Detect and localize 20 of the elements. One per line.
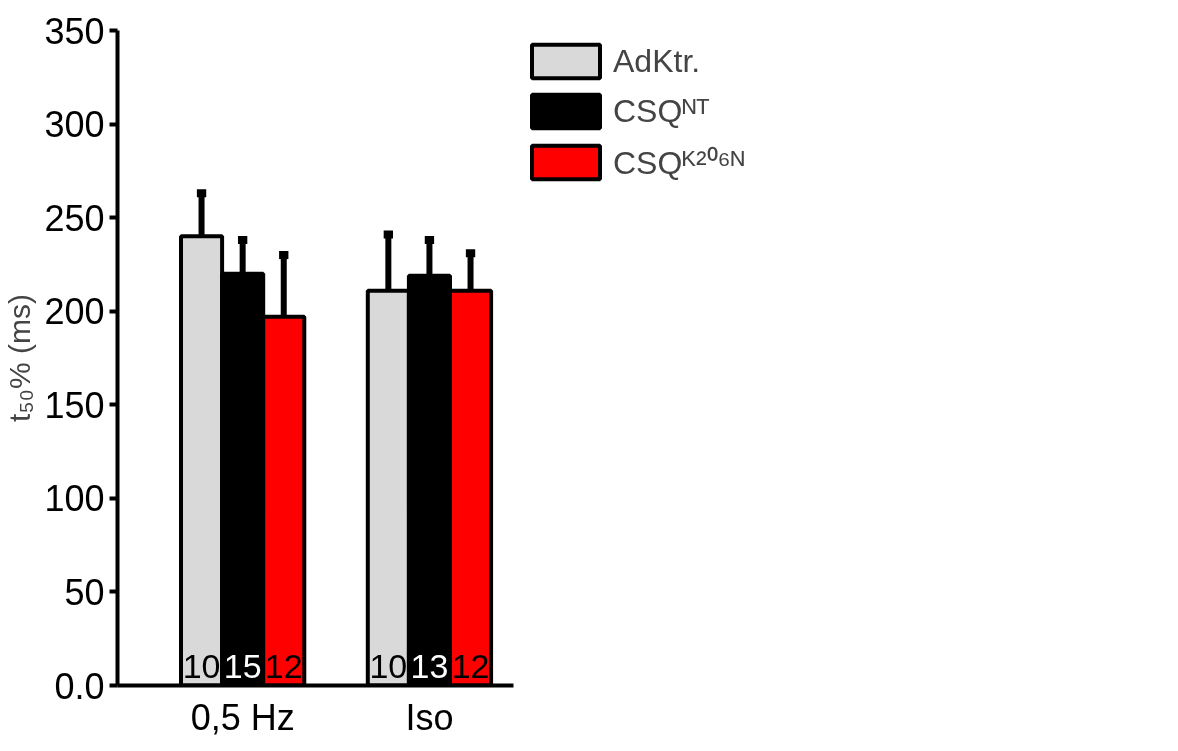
y-tick-label: 0.0 [54,665,105,707]
y-tick-label: 100 [44,478,105,520]
y-tick-label: 350 [44,10,105,52]
annotation: 12 [451,646,490,685]
annotation: 10 [182,646,221,685]
y-axis-title: t₅₀% (ms) [3,294,37,422]
legend-label: CSQᴺᵀ [613,92,710,130]
annotation: 13 [410,646,449,685]
y-tick-label: 250 [44,197,105,239]
legend-label: CSQᴷ²⁰⁶ᴺ [613,144,745,183]
x-tick-label: Iso [405,696,454,738]
annotation: 12 [264,646,303,685]
y-tick-label: 150 [44,384,105,426]
legend-label: AdKtr. [613,42,701,80]
y-tick-label: 200 [44,291,105,333]
x-tick-label: 0,5 Hz [190,696,295,738]
annotation: 10 [369,646,408,685]
y-tick-label: 50 [64,571,105,613]
annotation: 15 [223,646,262,685]
y-tick-label: 300 [44,104,105,146]
